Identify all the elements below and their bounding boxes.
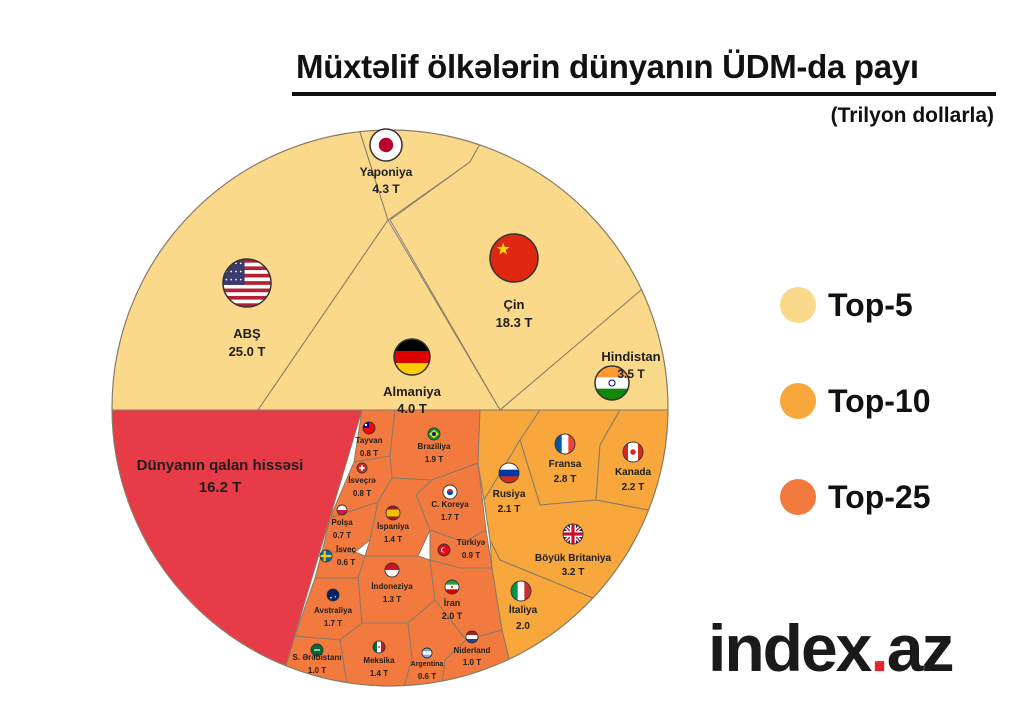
ru-flag-icon — [498, 462, 520, 484]
value-polsa: 0.7 T — [333, 531, 351, 540]
brand-dot: . — [870, 611, 888, 685]
value-turkiy: 0.9 T — [462, 551, 480, 560]
label-italiya: İtaliya — [509, 603, 538, 616]
svg-text:★: ★ — [496, 239, 511, 258]
tr-flag-icon — [437, 543, 451, 557]
chart-title: Müxtəlif ölkələrin dünyanın ÜDM-da payı — [296, 48, 919, 85]
id-flag-icon — [384, 562, 400, 578]
us-flag-icon — [222, 258, 272, 308]
ch-flag-icon — [356, 462, 368, 474]
fr-flag-icon — [554, 433, 576, 455]
legend-swatch-top5 — [780, 287, 816, 323]
tw-flag-icon — [362, 421, 376, 435]
title-underline — [292, 92, 996, 96]
sa-flag-icon — [310, 643, 324, 657]
label-polsa: Polşa — [331, 518, 353, 527]
brand-name: index — [708, 611, 872, 685]
value-dunyan-n-qalan-hiss-si: 16.2 T — [199, 479, 242, 496]
value-fransa: 2.8 T — [554, 474, 577, 485]
label-cin: Çin — [504, 297, 525, 312]
value-cin: 18.3 T — [496, 315, 533, 330]
cell-dunyan-n-qalan-hiss-si — [112, 409, 363, 686]
label-fransa: Fransa — [549, 459, 582, 470]
jp-flag-icon — [369, 128, 403, 162]
value-hindistan: 3.5 T — [617, 367, 645, 381]
label-turkiy: Türkiyə — [457, 538, 486, 547]
ar-flag-icon — [421, 647, 433, 659]
value-iran: 2.0 T — [442, 611, 463, 621]
legend-label-top10: Top-10 — [828, 382, 931, 419]
label-c-koreya: C. Koreya — [431, 500, 469, 509]
brand-suffix: az — [886, 611, 955, 685]
se-flag-icon — [319, 549, 333, 563]
mx-flag-icon — [372, 640, 386, 654]
label-braziliya: Braziliya — [418, 442, 451, 451]
gb-flag-icon — [562, 523, 584, 545]
legend-label-top5: Top-5 — [828, 286, 913, 323]
legend-swatch-top10 — [780, 383, 816, 419]
label-dunyan-n-qalan-hiss-si: Dünyanın qalan hissəsi — [137, 457, 304, 474]
cell-polsa — [321, 501, 379, 553]
value-isvec: 0.6 T — [337, 558, 355, 567]
chart-subtitle: (Trilyon dollarla) — [830, 104, 994, 127]
value-indoneziya: 1.3 T — [383, 595, 401, 604]
label-yaponiya: Yaponiya — [360, 165, 413, 179]
au-flag-icon — [326, 588, 340, 602]
value-ispaniya: 1.4 T — [384, 535, 402, 544]
nl-flag-icon — [465, 630, 479, 644]
it-flag-icon — [510, 580, 532, 602]
br-flag-icon — [427, 427, 441, 441]
value-c-koreya: 1.7 T — [441, 513, 459, 522]
value-yaponiya: 4.3 T — [372, 182, 400, 196]
label-argentina: Argentina — [411, 661, 444, 668]
legend-item-top10: Top-10 — [780, 381, 931, 421]
value-avstraliya: 1.7 T — [324, 619, 342, 628]
es-flag-icon — [385, 505, 401, 521]
pl-flag-icon — [336, 504, 348, 516]
ir-flag-icon — [444, 579, 460, 595]
value-tayvan: 0.8 T — [360, 449, 378, 458]
value-isvecr: 0.8 T — [353, 489, 371, 498]
legend-swatch-top25 — [780, 479, 816, 515]
value-kanada: 2.2 T — [622, 482, 645, 493]
brand-logo: index.az — [708, 610, 955, 686]
cell-hindistan — [499, 229, 668, 411]
label-iran: İran — [444, 598, 461, 608]
legend-item-top5: Top-5 — [780, 285, 913, 325]
label-isvecr: İsveçrə — [348, 476, 376, 485]
value-argentina: 0.6 T — [418, 672, 436, 681]
value-almaniya: 4.0 T — [397, 401, 427, 416]
legend-item-top25: Top-25 — [780, 477, 931, 517]
value-boyuk-britaniya: 3.2 T — [562, 567, 585, 578]
label-s-r-bistan: S. Ərəbistanı — [293, 653, 342, 662]
label-avstraliya: Avstraliya — [314, 606, 353, 615]
value-niderland: 1.0 T — [463, 658, 481, 667]
in-flag-icon — [594, 365, 630, 401]
label-kanada: Kanada — [615, 467, 652, 478]
label-indoneziya: İndoneziya — [371, 582, 413, 591]
value-rusiya: 2.1 T — [498, 504, 521, 515]
value-s-r-bistan: 1.0 T — [308, 666, 326, 675]
label-tayvan: Tayvan — [356, 436, 383, 445]
value-braziliya: 1.9 T — [425, 455, 443, 464]
label-niderland: Niderland — [454, 646, 491, 655]
cn-flag-icon: ★ — [489, 233, 539, 283]
value-italiya: 2.0 — [516, 621, 530, 632]
legend-label-top25: Top-25 — [828, 478, 931, 515]
label-hindistan: Hindistan — [601, 349, 660, 364]
label-isvec: İsveç — [336, 545, 357, 554]
kr-flag-icon — [442, 484, 458, 500]
label-boyuk-britaniya: Böyük Britaniya — [535, 553, 612, 564]
label-rusiya: Rusiya — [493, 489, 526, 500]
label-meksika: Meksika — [363, 656, 395, 665]
de-flag-icon — [393, 338, 431, 376]
value-meksika: 1.4 T — [370, 669, 388, 678]
label-ispaniya: İspaniya — [377, 522, 410, 531]
label-almaniya: Almaniya — [383, 384, 442, 399]
ca-flag-icon — [622, 441, 644, 463]
value-abs: 25.0 T — [229, 344, 266, 359]
label-abs: ABŞ — [233, 326, 261, 341]
